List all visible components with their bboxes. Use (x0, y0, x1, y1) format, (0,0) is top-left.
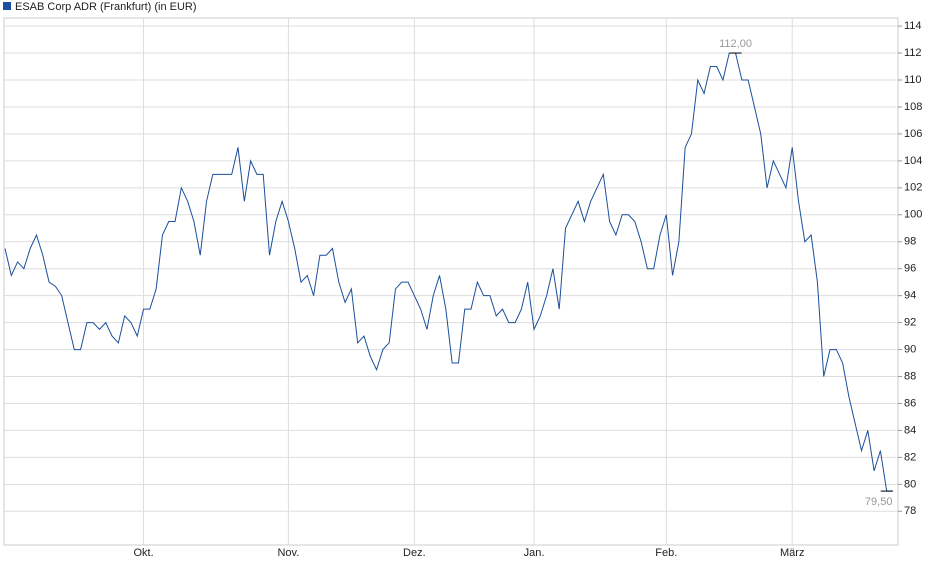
x-tick-label: Dez. (403, 547, 426, 559)
y-tick-label: 102 (904, 182, 922, 194)
y-tick-label: 114 (904, 20, 922, 32)
y-tick-label: 88 (904, 370, 916, 382)
y-tick-label: 110 (904, 74, 922, 86)
value-label: 79,50 (865, 496, 893, 508)
x-tick-label: Feb. (655, 547, 677, 559)
y-tick-label: 94 (904, 290, 916, 302)
price-line (4, 52, 893, 492)
x-tick-label: Nov. (277, 547, 299, 559)
x-tick-label: März (780, 547, 804, 559)
y-tick-label: 92 (904, 317, 916, 329)
y-tick-label: 90 (904, 343, 916, 355)
y-tick-label: 104 (904, 155, 922, 167)
legend-swatch (3, 2, 11, 10)
y-tick-label: 112 (904, 47, 922, 59)
plot-frame (3, 17, 899, 546)
y-tick-label: 84 (904, 424, 916, 436)
legend-label: ESAB Corp ADR (Frankfurt) (in EUR) (15, 1, 197, 13)
y-tick-label: 80 (904, 478, 916, 490)
y-tick-label: 100 (904, 209, 922, 221)
x-tick-label: Okt. (133, 547, 153, 559)
y-tick-label: 106 (904, 128, 922, 140)
y-tick-label: 98 (904, 236, 916, 248)
x-tick-label: Jan. (524, 547, 545, 559)
y-tick-label: 108 (904, 101, 922, 113)
y-tick-label: 82 (904, 451, 916, 463)
y-tick-label: 86 (904, 397, 916, 409)
y-tick-label: 96 (904, 263, 916, 275)
value-label: 112,00 (719, 38, 752, 50)
y-tick-label: 78 (904, 505, 916, 517)
